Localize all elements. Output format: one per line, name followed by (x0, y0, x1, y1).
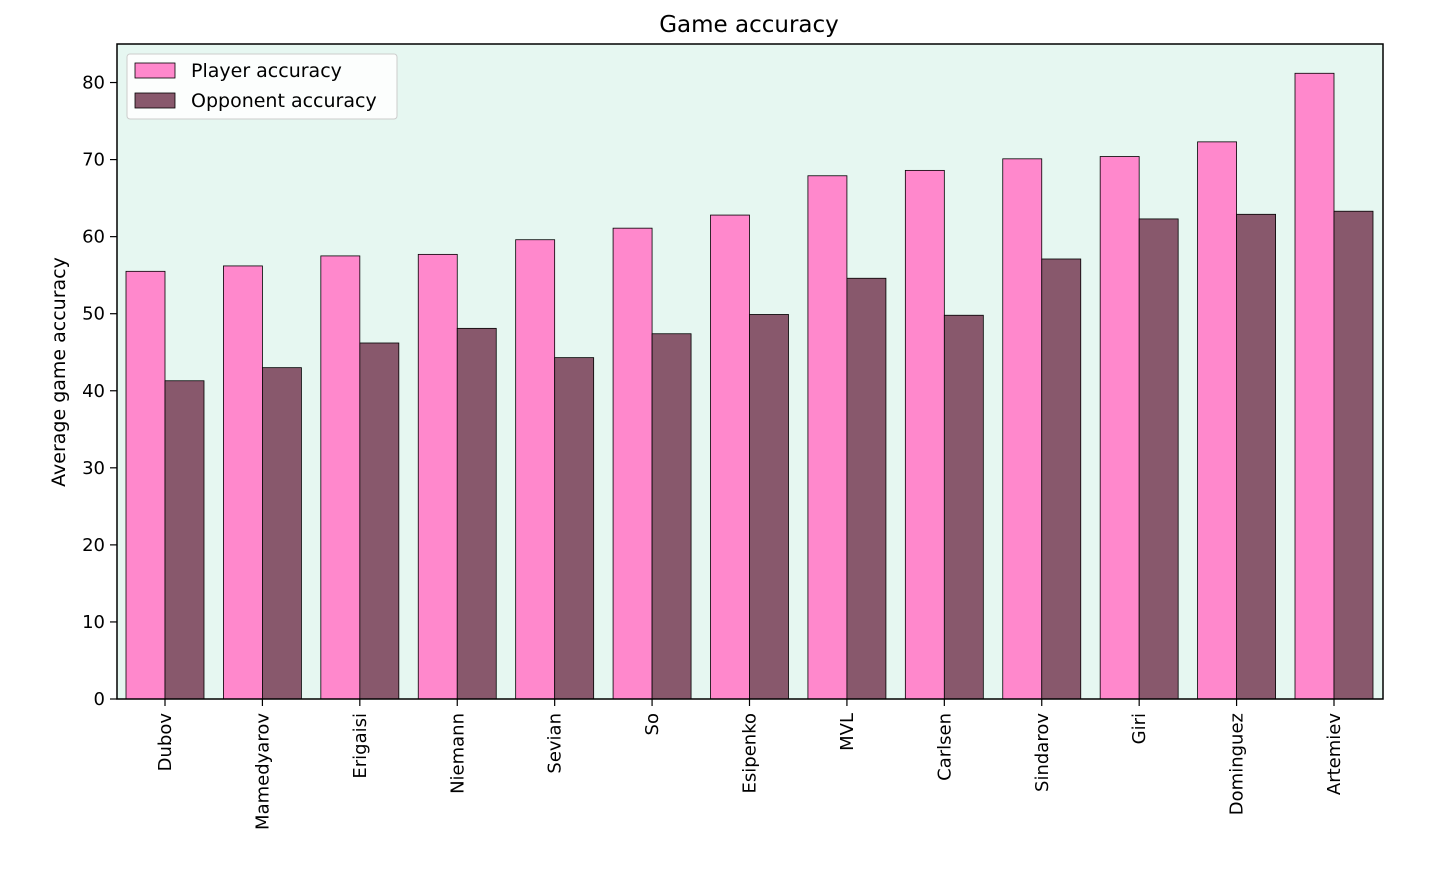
bar-player-accuracy-niemann (417, 253, 458, 700)
bar-player-accuracy-mvl (807, 175, 848, 700)
legend-swatch-player-accuracy (134, 62, 176, 79)
bar-opponent-accuracy-dubov (164, 380, 205, 700)
x-tick-label-dubov: Dubov (155, 713, 176, 772)
legend-box (126, 53, 398, 120)
bar-player-accuracy-artemiev (1294, 72, 1335, 700)
bar-opponent-accuracy-erigaisi (359, 342, 400, 700)
bar-player-accuracy-so (612, 227, 653, 700)
x-tick-label-carlsen: Carlsen (934, 713, 955, 781)
bar-player-accuracy-esipenko (710, 214, 750, 700)
bar-opponent-accuracy-niemann (456, 327, 497, 700)
bar-player-accuracy-mamedyarov (223, 265, 263, 700)
y-tick-label: 50 (82, 304, 105, 325)
chart-title: Game accuracy (659, 12, 839, 38)
x-tick-label-artemiev: Artemiev (1324, 713, 1345, 795)
bar-player-accuracy-dubov (125, 270, 166, 700)
y-tick-label: 0 (94, 689, 105, 710)
y-tick-label: 30 (82, 458, 105, 479)
x-tick-label-sevian: Sevian (545, 713, 566, 774)
x-tick-label-mamedyarov: Mamedyarov (252, 713, 273, 830)
y-axis: 0 10 20 30 40 50 60 70 80 (82, 73, 117, 710)
legend-swatch-opponent-accuracy (134, 92, 176, 109)
bar-player-accuracy-dominguez (1197, 141, 1237, 700)
legend: Player accuracy Opponent accuracy (126, 53, 398, 120)
y-axis-label: Average game accuracy (48, 257, 70, 487)
x-tick-label-giri: Giri (1129, 713, 1150, 744)
x-tick-label-sindarov: Sindarov (1032, 713, 1053, 792)
y-tick-label: 20 (82, 535, 105, 556)
y-tick-label: 60 (82, 227, 105, 248)
x-tick-label-esipenko: Esipenko (740, 713, 761, 793)
bar-opponent-accuracy-sindarov (1041, 258, 1082, 700)
legend-label-player-accuracy: Player accuracy (191, 60, 342, 82)
y-tick-label: 40 (82, 381, 105, 402)
legend-label-opponent-accuracy: Opponent accuracy (191, 90, 377, 112)
x-tick-label-erigaisi: Erigaisi (350, 713, 371, 779)
bar-player-accuracy-carlsen (904, 169, 945, 700)
bar-opponent-accuracy-carlsen (943, 314, 984, 700)
bar-opponent-accuracy-mvl (846, 277, 887, 700)
bar-opponent-accuracy-sevian (554, 357, 595, 700)
bar-player-accuracy-giri (1099, 156, 1140, 700)
bar-opponent-accuracy-so (651, 333, 692, 700)
x-tick-label-mvl: MVL (837, 713, 858, 751)
bar-player-accuracy-sevian (515, 239, 556, 700)
plot-frame (116, 43, 1384, 700)
bar-opponent-accuracy-dominguez (1236, 213, 1276, 700)
bar-opponent-accuracy-artemiev (1333, 210, 1374, 700)
y-tick-label: 10 (82, 612, 105, 633)
y-tick-label: 70 (82, 150, 105, 171)
x-axis: Dubov Mamedyarov Erigaisi Niemann Sevian So Es… (155, 699, 1345, 830)
x-tick-label-so: So (642, 713, 663, 735)
y-tick-label: 80 (82, 73, 105, 94)
bar-opponent-accuracy-giri (1138, 218, 1179, 700)
bar-player-accuracy-sindarov (1002, 158, 1043, 700)
bars-layer (125, 72, 1374, 700)
bar-player-accuracy-erigaisi (320, 255, 361, 700)
x-tick-label-dominguez: Dominguez (1227, 713, 1248, 815)
bar-opponent-accuracy-mamedyarov (262, 367, 302, 700)
bar-opponent-accuracy-esipenko (749, 314, 789, 700)
x-tick-label-niemann: Niemann (447, 713, 468, 794)
